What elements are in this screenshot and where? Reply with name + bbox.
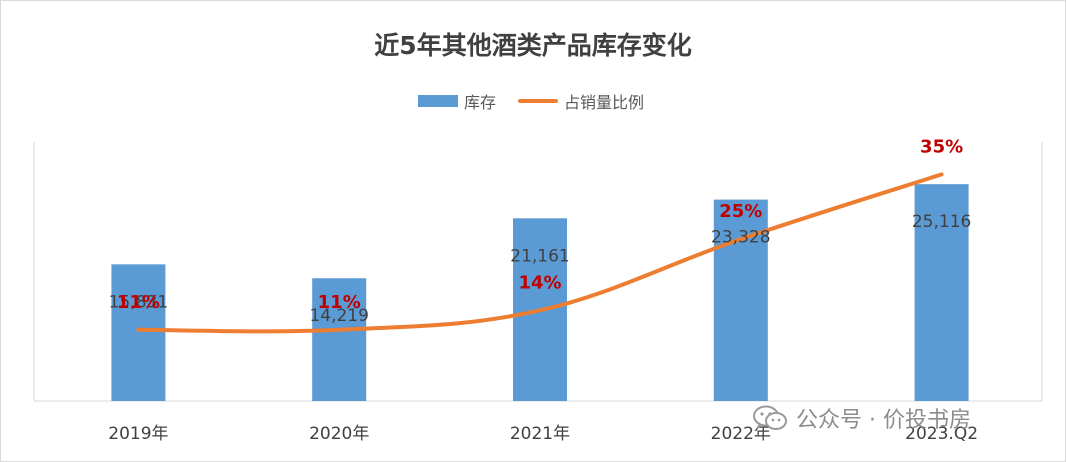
legend-bar-swatch (418, 95, 458, 107)
bar (111, 264, 166, 401)
bar-data-label: 21,161 (510, 246, 569, 266)
ratio-data-label: 11% (117, 292, 160, 313)
legend-bar-label: 库存 (464, 93, 497, 112)
ratio-data-label: 14% (518, 272, 561, 293)
x-tick-label: 2022年 (711, 424, 771, 444)
ratio-data-label: 11% (318, 292, 361, 313)
ratio-data-label: 35% (920, 136, 963, 157)
legend-item-inventory: 库存 (418, 89, 496, 113)
legend-item-ratio: 占销量比例 (518, 89, 644, 113)
chart-title: 近5年其他酒类产品库存变化 (374, 31, 692, 60)
x-tick-label: 2021年 (510, 424, 570, 444)
legend-line-label: 占销量比例 (564, 93, 645, 112)
bar-data-label: 15,831 (109, 292, 168, 312)
chart-legend: 库存 占销量比例 (418, 90, 666, 112)
bar-data-label: 23,328 (711, 228, 770, 248)
x-tick-label: 2023.Q2 (905, 424, 978, 444)
bar (312, 278, 367, 401)
bar (914, 184, 969, 401)
legend-line-swatch (518, 99, 559, 103)
x-tick-label: 2020年 (309, 424, 369, 444)
watermark-text: 公众号 · 价投书房 (796, 408, 971, 433)
wechat-icon (752, 404, 788, 432)
watermark: 公众号 · 价投书房 (752, 398, 971, 438)
x-tick-label: 2019年 (108, 424, 168, 444)
bar-data-label: 25,116 (912, 212, 971, 232)
ratio-data-label: 25% (719, 201, 762, 222)
bar-data-label: 14,219 (309, 306, 368, 326)
